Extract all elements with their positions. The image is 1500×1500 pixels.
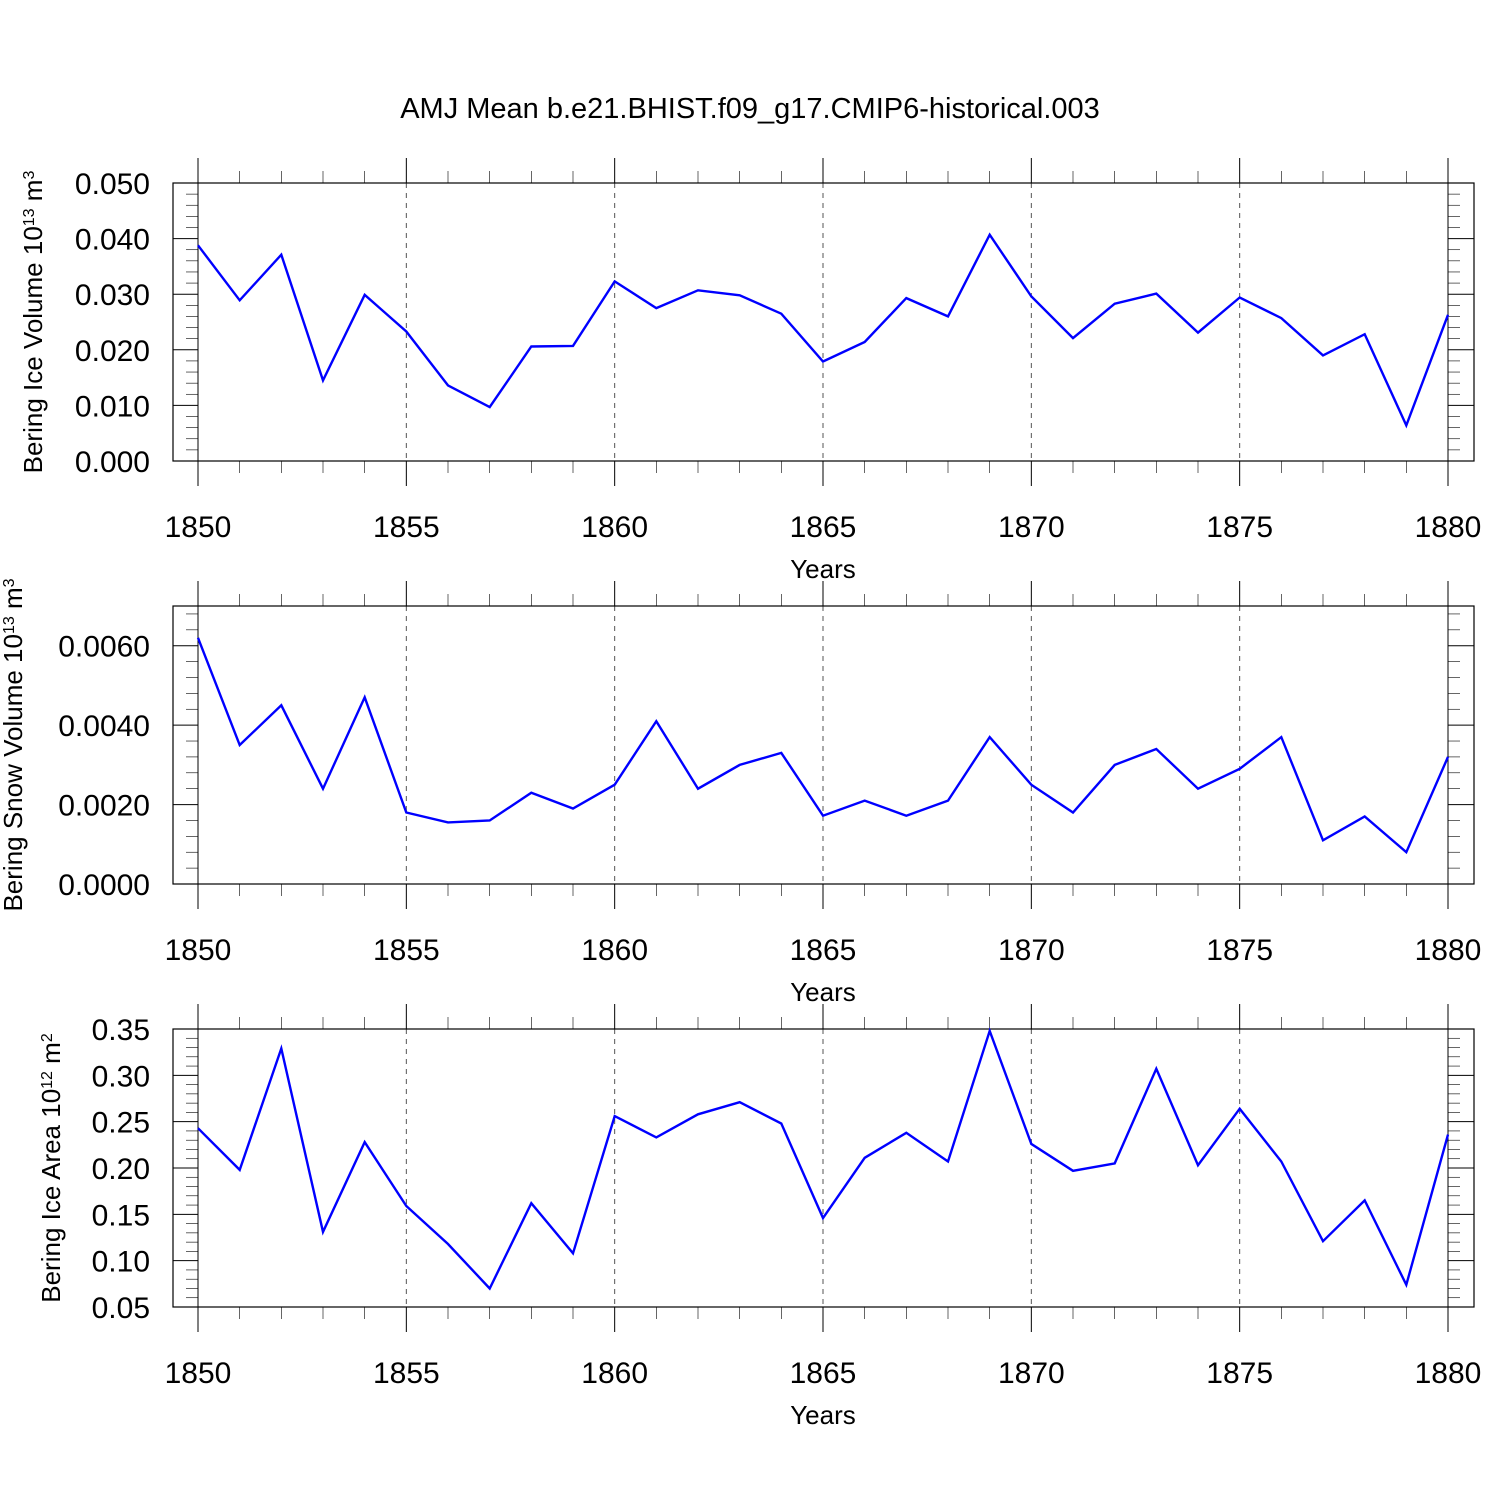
y-axis-title-main: Bering Ice Area 10 [36,1089,66,1303]
y-tick-label: 0.35 [92,1014,150,1047]
x-tick-label: 1875 [1206,511,1273,544]
y-tick-label: 0.0000 [58,869,150,902]
y-axis-title-unit-exp: 3 [1,578,18,587]
y-axis-title: Bering Snow Volume 1013 m3 [0,578,28,911]
panel-snow-volume: 1850 1855 1860 1865 1870 1875 1880 0.0000 0.0020… [0,578,1481,1007]
y-tick-label: 0.0020 [58,790,150,823]
ice-area-line [197,1027,1450,1291]
x-tick-label: 1880 [1415,1357,1482,1390]
y-axis-title-unit: m [18,180,48,209]
x-tick-label: 1870 [998,511,1065,544]
x-tick-label: 1865 [790,1357,857,1390]
y-axis-title-main: Bering Ice Volume 10 [18,226,48,473]
y-axis-title: Bering Ice Volume 1013 m3 [18,171,48,474]
y-axis-title-unit: m [36,1042,66,1071]
y-axis-title-main: Bering Snow Volume 10 [0,634,28,912]
panel-ice-area: 1850 1855 1860 1865 1870 1875 1880 0.05 0.10 0.15… [36,1004,1481,1430]
y-tick-label: 0.0040 [58,710,150,743]
y-tick-label: 0.040 [75,224,150,257]
y-axis-title-exp: 13 [1,616,18,634]
x-tick-label: 1850 [165,511,232,544]
y-axis-title-exp: 13 [21,208,38,226]
y-tick-label: 0.010 [75,390,150,423]
x-tick-label: 1860 [581,1357,648,1390]
y-axis-title: Bering Ice Area 1012 m2 [36,1033,66,1303]
x-tick-label: 1880 [1415,511,1482,544]
x-tick-label: 1875 [1206,1357,1273,1390]
y-tick-label: 0.10 [92,1246,150,1279]
y-tick-label: 0.000 [75,446,150,479]
y-axis-title-unit-exp: 2 [39,1033,56,1042]
x-tick-label: 1855 [373,1357,440,1390]
plot-frame [172,605,1475,885]
y-tick-label: 0.050 [75,168,150,201]
x-axis-title: Years [790,977,856,1007]
x-tick-label: 1880 [1415,934,1482,967]
x-tick-label: 1875 [1206,934,1273,967]
panel-ice-volume: 1850 1855 1860 1865 1870 1875 1880 0.000 0.010 0.… [18,158,1481,584]
y-tick-label: 0.020 [75,335,150,368]
y-axis-title-exp: 12 [39,1071,56,1089]
y-tick-label: 0.25 [92,1107,150,1140]
y-tick-label: 0.20 [92,1153,150,1186]
y-axis-title-unit-exp: 3 [21,171,38,180]
x-tick-label: 1850 [165,934,232,967]
x-tick-label: 1860 [581,511,648,544]
x-tick-label: 1870 [998,934,1065,967]
y-axis-title-unit: m [0,587,28,616]
x-tick-label: 1865 [790,511,857,544]
y-tick-label: 0.30 [92,1060,150,1093]
plot-frame [172,182,1475,462]
x-tick-label: 1850 [165,1357,232,1390]
x-axis-title: Years [790,1400,856,1430]
x-tick-label: 1855 [373,934,440,967]
x-tick-label: 1865 [790,934,857,967]
ice-volume-line [197,232,1450,429]
x-axis-title: Years [790,554,856,584]
y-tick-label: 0.0060 [58,631,150,664]
plot-frame [172,1028,1475,1308]
chart-title: AMJ Mean b.e21.BHIST.f09_g17.CMIP6-histo… [400,93,1100,125]
snow-volume-line [196,637,1450,855]
y-tick-label: 0.15 [92,1199,150,1232]
y-tick-label: 0.05 [92,1292,150,1325]
x-tick-label: 1855 [373,511,440,544]
x-tick-label: 1860 [581,934,648,967]
x-tick-label: 1870 [998,1357,1065,1390]
y-tick-label: 0.030 [75,279,150,312]
